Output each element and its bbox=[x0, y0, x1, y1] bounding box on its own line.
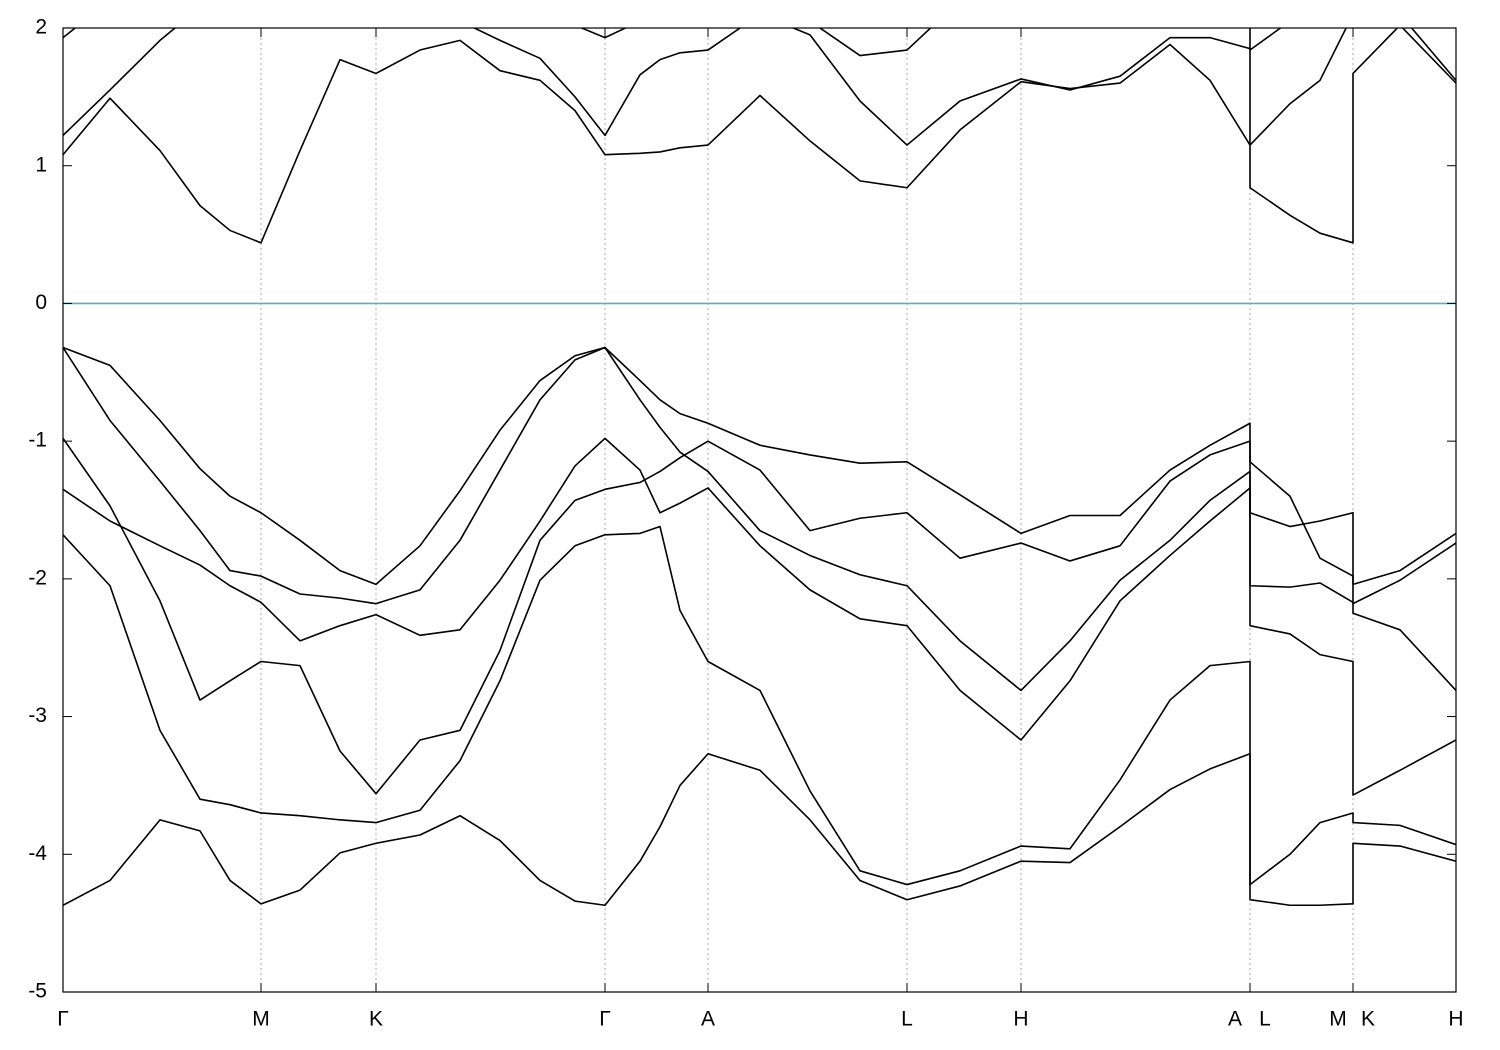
y-tick-label: -5 bbox=[28, 980, 47, 1003]
y-tick-label: -3 bbox=[28, 704, 47, 727]
x-tick-label: M bbox=[1329, 1008, 1347, 1031]
plot-frame bbox=[62, 27, 1457, 993]
band-line bbox=[63, 437, 1456, 796]
x-tick-label: Γ bbox=[57, 1008, 69, 1031]
x-tick-label: A bbox=[1228, 1008, 1242, 1031]
x-tick-label: M bbox=[252, 1008, 270, 1031]
x-tick-label: K bbox=[369, 1008, 383, 1031]
y-tick-label: -4 bbox=[28, 842, 47, 865]
band-line bbox=[63, 28, 1456, 146]
x-tick-label: L bbox=[901, 1008, 913, 1031]
y-tick-label: 2 bbox=[35, 16, 47, 39]
band-line bbox=[63, 28, 1456, 244]
x-tick-label: A bbox=[701, 1008, 715, 1031]
x-tick-label: H bbox=[1013, 1008, 1028, 1031]
x-tick-label: K bbox=[1361, 1008, 1375, 1031]
x-tick-label: H bbox=[1448, 1008, 1463, 1031]
x-tick-label: L bbox=[1259, 1008, 1271, 1031]
x-tick-label: Γ bbox=[599, 1008, 611, 1031]
y-tick-label: -1 bbox=[28, 429, 47, 452]
y-tick-label: 0 bbox=[35, 291, 47, 314]
band-line bbox=[63, 752, 1456, 907]
y-tick-label: -2 bbox=[28, 566, 47, 589]
y-tick-label: 1 bbox=[35, 153, 47, 176]
